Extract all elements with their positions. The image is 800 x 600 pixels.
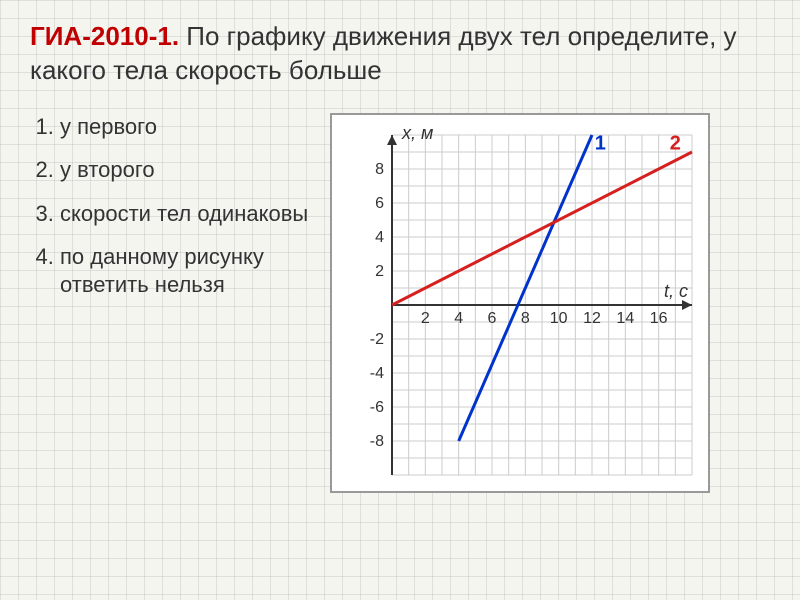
svg-text:2: 2 [375,263,384,280]
slide-title: ГИА-2010-1. По графику движения двух тел… [30,20,770,88]
motion-chart: 246810121416-8-6-4-22468t, сx, м12 [332,115,712,495]
svg-text:t, с: t, с [664,281,688,301]
svg-text:-6: -6 [370,399,384,416]
svg-text:10: 10 [550,310,568,327]
svg-text:2: 2 [421,310,430,327]
svg-text:4: 4 [375,229,384,246]
svg-text:-4: -4 [370,365,384,382]
answer-options: у первого у второго скорости тел одинако… [30,113,310,493]
svg-text:8: 8 [521,310,530,327]
svg-text:-8: -8 [370,433,384,450]
svg-text:16: 16 [650,310,668,327]
chart-container: 246810121416-8-6-4-22468t, сx, м12 [330,113,710,493]
svg-text:1: 1 [595,132,606,154]
svg-text:-2: -2 [370,331,384,348]
svg-text:8: 8 [375,161,384,178]
option-1: у первого [60,113,310,141]
title-prefix: ГИА-2010-1. [30,21,179,51]
option-3: скорости тел одинаковы [60,200,310,228]
option-4: по данному рисунку ответить нельзя [60,243,310,298]
option-2: у второго [60,156,310,184]
svg-text:12: 12 [583,310,601,327]
svg-text:6: 6 [488,310,497,327]
svg-text:x, м: x, м [401,123,433,143]
svg-text:14: 14 [616,310,634,327]
svg-text:2: 2 [670,132,681,154]
svg-text:6: 6 [375,195,384,212]
svg-text:4: 4 [454,310,463,327]
content-row: у первого у второго скорости тел одинако… [30,113,770,493]
